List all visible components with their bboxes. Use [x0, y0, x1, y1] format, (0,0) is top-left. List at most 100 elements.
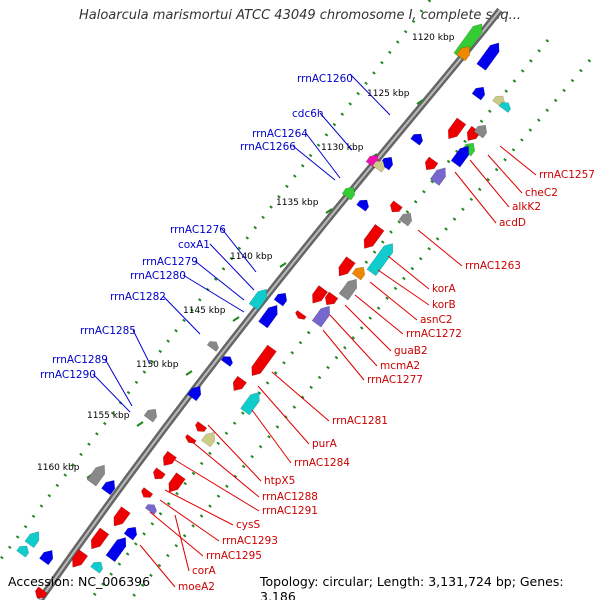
- kbp-tick-label: 1145 kbp: [183, 306, 226, 316]
- label-leader-left: [104, 358, 133, 407]
- gene-label-right[interactable]: rrnAC1277: [367, 374, 423, 386]
- gene-arrow-shape: [86, 464, 106, 487]
- gene-arrow-shape: [113, 506, 131, 527]
- gene-label-right[interactable]: korB: [432, 299, 456, 311]
- gene-label-right[interactable]: rrnAC1293: [222, 535, 278, 547]
- gene-label-right[interactable]: mcmA2: [380, 360, 420, 372]
- gene-label-right[interactable]: rrnAC1284: [294, 457, 350, 469]
- gene-label-right[interactable]: asnC2: [420, 314, 453, 326]
- label-leader-right: [159, 499, 220, 542]
- label-leader-left: [319, 112, 353, 151]
- gene-arrow-shape: [24, 531, 40, 549]
- gene-arrow: [258, 304, 278, 329]
- label-leader-right: [377, 269, 430, 306]
- gene-arrow-shape: [162, 450, 177, 466]
- gene-arrow: [185, 433, 197, 444]
- gene-label-right[interactable]: moeA2: [178, 581, 215, 593]
- gene-arrow: [471, 86, 486, 101]
- gene-arrow: [450, 145, 470, 168]
- gene-arrow: [341, 186, 356, 201]
- gene-label-right[interactable]: rrnAC1272: [406, 328, 462, 340]
- gene-label-right[interactable]: corA: [192, 565, 217, 577]
- gene-arrow-shape: [476, 42, 500, 71]
- gene-arrow-shape: [410, 133, 424, 146]
- gene-label-right[interactable]: guaB2: [394, 345, 428, 357]
- gene-arrow: [162, 450, 177, 466]
- gene-label-left[interactable]: rrnAC1289: [52, 354, 108, 366]
- gene-arrow: [379, 156, 394, 171]
- gene-arrow-shape: [471, 86, 486, 101]
- gene-arrow-shape: [101, 480, 116, 496]
- gene-arrow: [101, 480, 116, 496]
- gene-arrow: [39, 550, 54, 566]
- gene-arrow: [220, 356, 233, 367]
- gene-arrow: [90, 527, 110, 550]
- gene-arrow-shape: [356, 199, 370, 212]
- gene-arrow: [16, 545, 30, 558]
- gene-label-right[interactable]: cysS: [236, 519, 260, 531]
- gene-arrow-shape: [372, 160, 386, 173]
- dotted-guide: [128, 59, 592, 600]
- gene-arrow-shape: [324, 291, 339, 306]
- gene-arrow-shape: [201, 432, 216, 448]
- gene-arrow-shape: [185, 433, 197, 444]
- gene-label-right[interactable]: purA: [312, 438, 338, 450]
- gene-arrow-shape: [389, 200, 403, 213]
- gene-label-right[interactable]: htpX5: [264, 475, 295, 487]
- gene-arrow-shape: [341, 186, 356, 201]
- label-leader-right: [271, 371, 330, 422]
- gene-arrow-shape: [248, 288, 268, 311]
- gene-arrow: [90, 561, 104, 574]
- gene-label-right[interactable]: acdD: [499, 217, 526, 229]
- gene-arrow: [105, 537, 127, 563]
- gene-label-left[interactable]: rrnAC1282: [110, 291, 166, 303]
- kbp-tick-mark: [136, 421, 144, 427]
- gene-label-left[interactable]: rrnAC1276: [170, 224, 226, 236]
- gene-label-right[interactable]: rrnAC1295: [206, 550, 262, 562]
- gene-label-right[interactable]: rrnAC1281: [332, 415, 388, 427]
- gene-arrow-shape: [424, 156, 439, 171]
- gene-label-left[interactable]: rrnAC1266: [240, 141, 296, 153]
- gene-arrow-shape: [273, 292, 288, 307]
- label-leader-left: [349, 73, 391, 116]
- gene-label-right[interactable]: rrnAC1263: [465, 260, 521, 272]
- gene-label-right[interactable]: korA: [432, 283, 456, 295]
- gene-label-left[interactable]: rrnAC1285: [80, 325, 136, 337]
- gene-arrow-shape: [39, 550, 54, 566]
- gene-arrow: [168, 472, 186, 493]
- gene-arrow: [324, 291, 339, 306]
- gene-arrow: [201, 432, 216, 448]
- label-leader-left: [292, 145, 336, 181]
- kbp-tick-label: 1140 kbp: [230, 252, 273, 262]
- gene-arrow-shape: [220, 356, 233, 367]
- gene-label-left[interactable]: rrnAC1264: [252, 128, 308, 140]
- gene-label-left[interactable]: rrnAC1280: [130, 270, 186, 282]
- label-leader-left: [304, 131, 341, 179]
- kbp-tick-mark: [232, 316, 240, 322]
- label-leader-right: [174, 459, 260, 512]
- gene-arrow: [351, 266, 366, 281]
- gene-label-right[interactable]: rrnAC1291: [262, 505, 318, 517]
- gene-label-left[interactable]: rrnAC1260: [297, 73, 353, 85]
- gene-label-left[interactable]: rrnAC1279: [142, 256, 198, 268]
- gene-arrow: [144, 504, 157, 515]
- kbp-tick-label: 1155 kbp: [87, 411, 130, 421]
- label-leader-right: [139, 544, 176, 588]
- gene-label-left[interactable]: rrnAC1290: [40, 369, 96, 381]
- gene-label-right[interactable]: cheC2: [525, 187, 558, 199]
- gene-label-left[interactable]: coxA1: [178, 239, 210, 251]
- gene-arrow-shape: [366, 243, 394, 277]
- gene-label-right[interactable]: rrnAC1257: [539, 169, 595, 181]
- gene-arrow-shape: [206, 341, 219, 352]
- gene-arrow: [429, 167, 446, 186]
- gene-label-left[interactable]: cdc6h: [292, 108, 324, 120]
- gene-arrow: [141, 487, 154, 498]
- gene-label-right[interactable]: alkK2: [512, 201, 541, 213]
- gene-label-right[interactable]: rrnAC1288: [262, 491, 318, 503]
- gene-arrow: [123, 526, 138, 541]
- gene-arrow-shape: [123, 526, 138, 541]
- label-leaders: [92, 73, 537, 588]
- gene-arrow: [187, 386, 202, 402]
- gene-arrow: [476, 42, 500, 71]
